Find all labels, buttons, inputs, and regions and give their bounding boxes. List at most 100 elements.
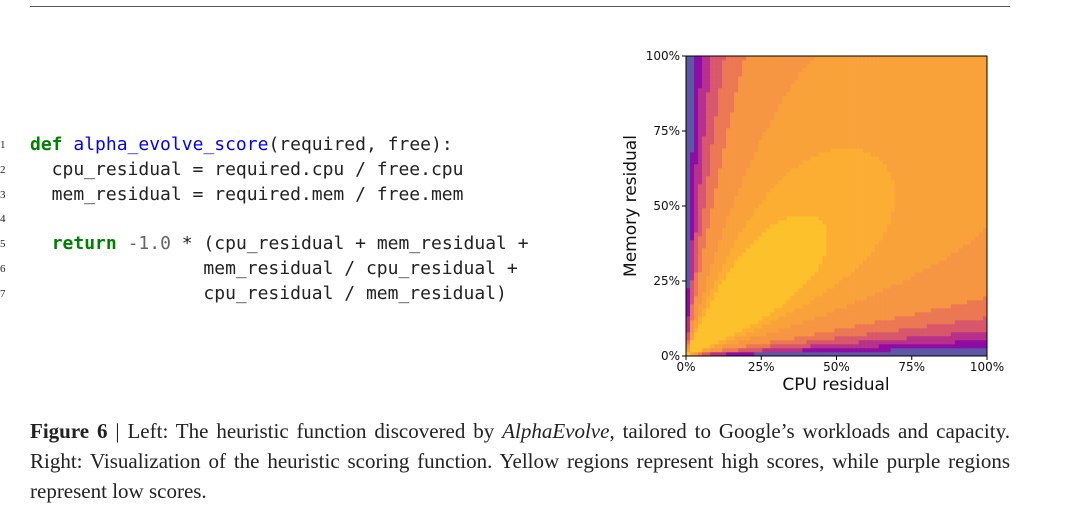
contour-cell [782, 308, 787, 313]
contour-cell [854, 124, 859, 129]
contour-cell [702, 256, 707, 261]
contour-cell [830, 324, 835, 329]
contour-cell [906, 108, 912, 113]
contour-cell [902, 320, 908, 325]
contour-cell [930, 220, 936, 225]
contour-cell [758, 288, 763, 293]
contour-cell [778, 172, 783, 177]
contour-cell [846, 120, 851, 125]
contour-cell [694, 64, 699, 69]
contour-cell [866, 208, 871, 213]
contour-cell [762, 212, 767, 217]
contour-cell [746, 124, 751, 129]
contour-cell [874, 220, 879, 225]
contour-cell [830, 320, 835, 325]
contour-cell [690, 100, 695, 105]
contour-cell [814, 148, 819, 153]
contour-cell [918, 212, 924, 217]
contour-cell [926, 240, 932, 245]
contour-cell [718, 120, 723, 125]
contour-cell [890, 104, 895, 109]
contour-cell [758, 224, 763, 229]
contour-cell [842, 160, 847, 165]
contour-cell [902, 264, 908, 269]
contour-cell [834, 92, 839, 97]
contour-cell [890, 292, 895, 297]
contour-cell [806, 284, 811, 289]
contour-cell [882, 224, 887, 229]
contour-cell [758, 280, 763, 285]
contour-cell [886, 248, 891, 253]
contour-cell [922, 300, 928, 305]
contour-cell [730, 188, 735, 193]
contour-cell [830, 220, 835, 225]
contour-cell [850, 204, 855, 209]
contour-cell [862, 272, 867, 277]
contour-cell [714, 272, 719, 277]
contour-cell [726, 136, 731, 141]
contour-cell [722, 124, 727, 129]
contour-cell [722, 196, 727, 201]
contour-cell [946, 240, 952, 245]
contour-cell [750, 116, 755, 121]
contour-cell [802, 212, 807, 217]
contour-cell [902, 260, 908, 265]
contour-cell [698, 116, 703, 121]
contour-cell [938, 84, 944, 89]
contour-cell [854, 60, 859, 65]
contour-cell [718, 332, 723, 337]
contour-cell [850, 280, 855, 285]
contour-cell [834, 352, 839, 357]
contour-cell [742, 332, 747, 337]
contour-cell [758, 124, 763, 129]
contour-cell [766, 104, 771, 109]
contour-cell [882, 164, 887, 169]
contour-cell [774, 216, 779, 221]
contour-cell [810, 180, 815, 185]
contour-cell [814, 196, 819, 201]
contour-cell [738, 304, 743, 309]
contour-cell [786, 300, 791, 305]
contour-cell [806, 140, 811, 145]
contour-cell [726, 128, 731, 133]
contour-cell [942, 108, 948, 113]
contour-cell [894, 296, 900, 301]
contour-cell [710, 292, 715, 297]
contour-cell [766, 268, 771, 273]
contour-cell [702, 272, 707, 277]
contour-cell [874, 240, 879, 245]
contour-cell [862, 284, 867, 289]
contour-cell [838, 244, 843, 249]
contour-cell [726, 248, 731, 253]
contour-cell [890, 220, 895, 225]
contour-cell [706, 204, 711, 209]
contour-cell [818, 128, 823, 133]
contour-cell [850, 308, 855, 313]
contour-cell [826, 224, 831, 229]
contour-cell [938, 340, 944, 345]
contour-cell [838, 184, 843, 189]
contour-cell [694, 100, 699, 105]
contour-cell [750, 60, 755, 65]
contour-cell [706, 232, 711, 237]
contour-cell [914, 284, 920, 289]
contour-cell [690, 84, 695, 89]
contour-cell [830, 300, 835, 305]
contour-cell [762, 152, 767, 157]
contour-cell [942, 308, 948, 313]
line-number: 2 [0, 163, 6, 176]
contour-cell [790, 256, 795, 261]
contour-cell [818, 68, 823, 73]
contour-cell [798, 64, 803, 69]
contour-cell [942, 188, 948, 193]
contour-cell [806, 272, 811, 277]
contour-cell [902, 280, 908, 285]
contour-cell [894, 188, 900, 193]
contour-cell [718, 160, 723, 165]
contour-cell [742, 336, 747, 341]
contour-cell [754, 60, 759, 65]
contour-cell [734, 224, 739, 229]
contour-cell [850, 80, 855, 85]
contour-cell [686, 192, 691, 197]
contour-cell [822, 264, 827, 269]
